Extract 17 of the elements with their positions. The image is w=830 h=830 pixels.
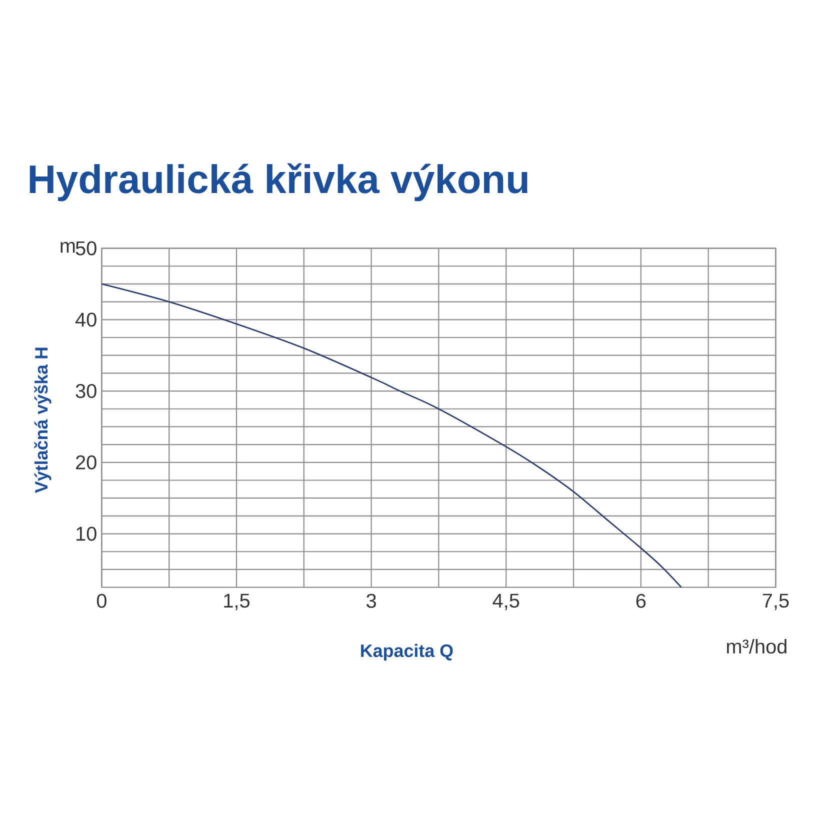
text: m	[60, 242, 75, 253]
y-tick-label: 10	[76, 526, 96, 541]
x-axis-title: Kapacita Q	[361, 644, 453, 661]
y-tick-label: 40	[75, 312, 96, 327]
x-tick-label: 4,5	[492, 594, 520, 610]
x-tick-label: 6	[636, 594, 646, 608]
y-axis-title: Výtlačná výška H	[34, 348, 52, 493]
y-tick-label: 50	[76, 241, 96, 256]
x-tick-label: 7,5	[762, 594, 789, 610]
y-tick-label: 30	[76, 384, 96, 398]
text: m³/hod	[727, 638, 786, 654]
y-tick-label: 20	[76, 455, 96, 470]
x-tick-label: 1,5	[224, 594, 250, 610]
chart-title: Hydraulická křivka výkonu	[30, 163, 528, 202]
x-tick-label: 3	[366, 594, 376, 608]
line-series	[101, 283, 682, 588]
x-tick-label: 0	[96, 594, 106, 608]
